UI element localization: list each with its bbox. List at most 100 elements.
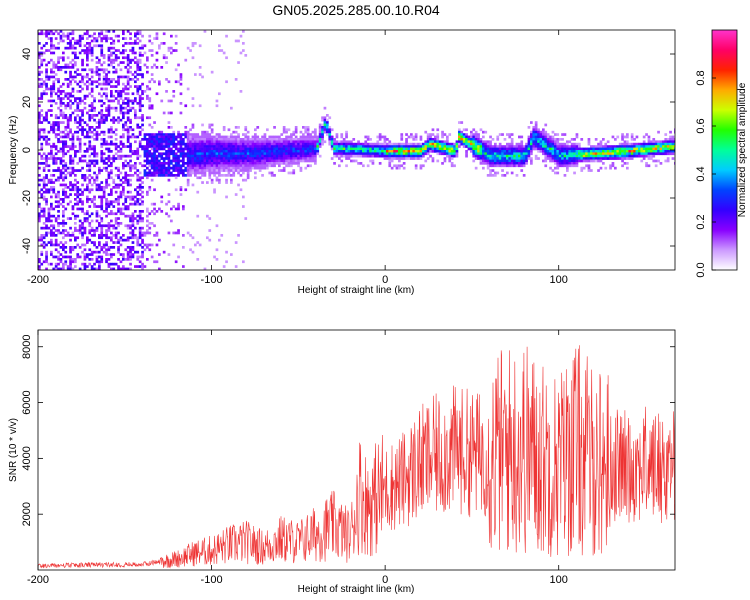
heatmap-cell <box>150 145 154 148</box>
heatmap-cell <box>273 152 276 156</box>
heatmap-cell <box>640 154 644 158</box>
heatmap-cell <box>83 106 87 110</box>
heatmap-cell <box>57 231 60 235</box>
heatmap-cell <box>146 214 149 218</box>
heatmap-cell <box>160 200 164 204</box>
heatmap-cell <box>167 80 171 84</box>
heatmap-cell <box>141 73 144 76</box>
heatmap-cell <box>201 169 204 172</box>
heatmap-cell <box>110 162 113 165</box>
heatmap-cell <box>232 171 236 175</box>
heatmap-cell <box>508 150 512 153</box>
heatmap-cell <box>102 188 106 192</box>
heatmap-cell <box>78 102 82 105</box>
heatmap-cell <box>443 140 447 144</box>
heatmap-cell <box>174 135 178 139</box>
heatmap-cell <box>66 150 70 153</box>
heatmap-cell <box>134 210 137 213</box>
heatmap-cell <box>419 164 423 168</box>
heatmap-cell <box>362 154 365 158</box>
heatmap-cell <box>95 73 99 76</box>
heatmap-cell <box>503 150 507 153</box>
heatmap-cell <box>544 123 548 127</box>
heatmap-cell <box>105 229 108 232</box>
heatmap-cell <box>460 133 464 136</box>
heatmap-cell <box>645 164 648 168</box>
heatmap-cell <box>316 142 320 146</box>
heatmap-cell <box>122 99 125 103</box>
heatmap-cell <box>374 152 377 156</box>
heatmap-cell <box>74 97 77 100</box>
heatmap-cell <box>218 166 221 170</box>
heatmap-cell <box>198 176 202 180</box>
heatmap-cell <box>470 150 473 153</box>
heatmap-cell <box>201 171 204 175</box>
heatmap-cell <box>124 195 128 199</box>
heatmap-cell <box>126 130 130 134</box>
heatmap-cell <box>59 37 63 40</box>
heatmap-cell <box>254 162 257 165</box>
heatmap-cell <box>62 243 65 247</box>
heatmap-cell <box>42 90 46 93</box>
heatmap-cell <box>146 157 149 160</box>
heatmap-cell <box>122 265 125 268</box>
heatmap-cell <box>297 162 300 165</box>
heatmap-cell <box>64 166 68 170</box>
heatmap-cell <box>126 205 130 208</box>
heatmap-cell <box>112 262 116 266</box>
heatmap-cell <box>374 147 377 151</box>
heatmap-cell <box>590 169 593 172</box>
heatmap-cell <box>441 150 444 153</box>
heatmap-cell <box>54 267 58 270</box>
heatmap-cell <box>330 135 334 139</box>
heatmap-cell <box>174 152 178 156</box>
heatmap-cell <box>102 186 106 189</box>
heatmap-cell <box>494 150 497 153</box>
heatmap-cell <box>222 145 226 148</box>
heatmap-cell <box>62 236 65 240</box>
heatmap-cell <box>486 154 490 158</box>
heatmap-cell <box>134 152 137 156</box>
heatmap-cell <box>174 49 178 52</box>
heatmap-cell <box>57 210 60 213</box>
heatmap-cell <box>40 54 44 57</box>
heatmap-cell <box>179 147 183 151</box>
heatmap-cell <box>191 166 195 170</box>
heatmap-cell <box>270 171 274 175</box>
heatmap-cell <box>297 154 300 158</box>
heatmap-cell <box>251 162 255 165</box>
heatmap-cell <box>527 145 531 148</box>
heatmap-cell <box>88 231 92 235</box>
heatmap-cell <box>347 152 351 156</box>
heatmap-cell <box>136 150 140 153</box>
heatmap-cell <box>208 123 212 127</box>
heatmap-cell <box>371 162 375 165</box>
heatmap-cell <box>230 159 233 163</box>
heatmap-cell <box>45 219 48 223</box>
heatmap-cell <box>237 39 240 43</box>
heatmap-cell <box>239 138 243 141</box>
heatmap-cell <box>52 154 56 158</box>
heatmap-cell <box>112 118 116 122</box>
heatmap-cell <box>669 147 672 151</box>
heatmap-cell <box>124 123 128 127</box>
heatmap-cell <box>86 75 89 79</box>
heatmap-cell <box>88 238 92 242</box>
heatmap-cell <box>59 253 63 256</box>
heatmap-cell <box>292 150 296 153</box>
heatmap-cell <box>422 150 425 153</box>
heatmap-cell <box>261 162 264 165</box>
heatmap-cell <box>227 157 231 160</box>
heatmap-cell <box>42 183 46 187</box>
heatmap-cell <box>647 150 651 153</box>
heatmap-cell <box>126 258 130 261</box>
heatmap-cell <box>66 145 70 148</box>
heatmap-cell <box>494 157 497 160</box>
heatmap-cell <box>549 147 552 151</box>
heatmap-cell <box>136 255 140 259</box>
heatmap-cell <box>225 135 228 139</box>
heatmap-cell <box>131 255 135 259</box>
heatmap-cell <box>45 164 48 168</box>
heatmap-cell <box>273 126 276 129</box>
heatmap-cell <box>45 255 48 259</box>
